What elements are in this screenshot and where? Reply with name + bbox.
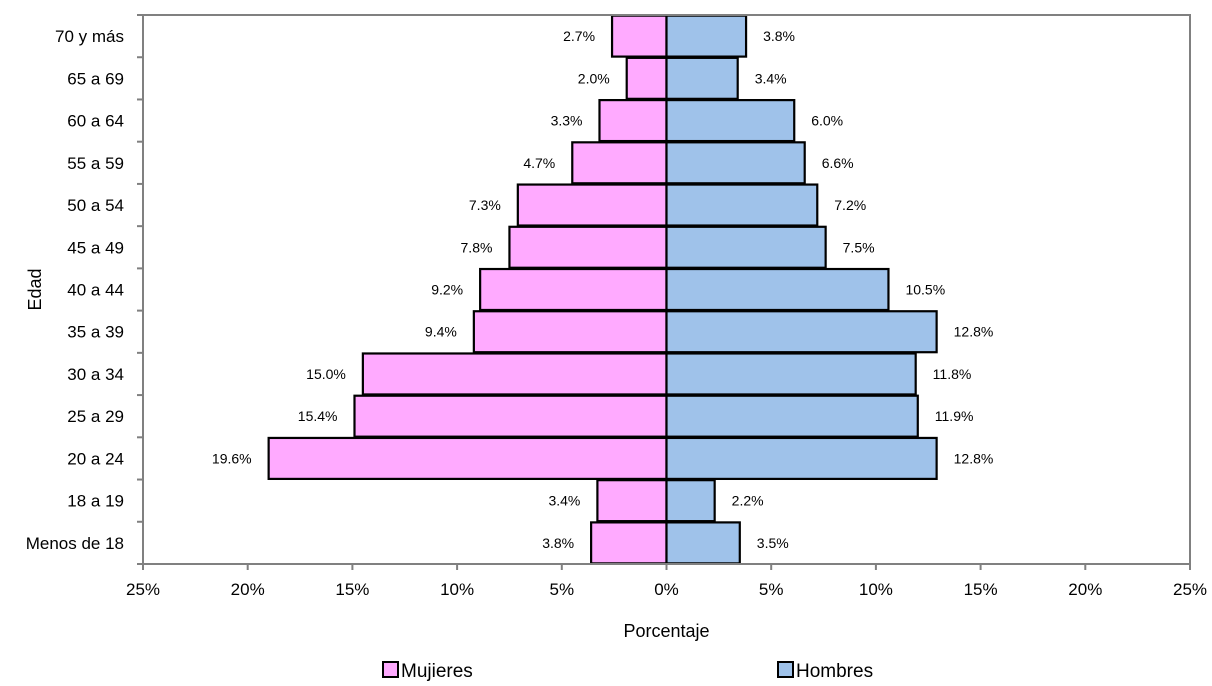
x-tick-label: 25% [1173,580,1207,599]
male-data-label: 3.8% [763,28,795,44]
female-bar [610,14,668,58]
female-data-label: 19.6% [212,450,252,466]
female-data-label: 3.8% [542,535,574,551]
female-data-label: 2.0% [578,70,610,86]
female-data-label: 3.3% [551,113,583,129]
x-tick-label: 15% [335,580,369,599]
female-data-label: 2.7% [563,28,595,44]
female-data-label: 7.8% [461,239,493,255]
male-data-label: 7.2% [834,197,866,213]
x-tick-label: 5% [550,580,575,599]
y-tick-label: 18 a 19 [67,492,124,511]
male-data-label: 3.4% [755,70,787,86]
female-bar [479,267,668,312]
male-data-label: 7.5% [843,239,875,255]
female-data-label: 4.7% [523,155,555,171]
y-tick-label: 60 a 64 [67,112,124,131]
female-bar [353,394,668,438]
legend-label-mujieres: Mujieres [401,661,473,681]
female-data-label: 7.3% [469,197,501,213]
y-tick-label: 30 a 34 [67,365,124,384]
y-tick-label: 20 a 24 [67,449,124,468]
female-data-label: 9.4% [425,324,457,340]
male-data-label: 11.9% [935,408,974,424]
x-tick-label: 10% [440,580,474,599]
male-bar [665,310,938,354]
female-data-label: 15.4% [298,408,338,424]
y-tick-label: 50 a 54 [67,196,124,215]
y-tick-label: 65 a 69 [67,69,124,88]
male-data-label: 12.8% [954,324,994,340]
male-bar [665,394,919,438]
y-tick-label: Menos de 18 [26,534,124,553]
x-tick-label: 5% [759,580,784,599]
x-tick-label: 10% [859,580,893,599]
male-data-label: 2.2% [732,493,764,509]
female-data-label: 15.0% [306,366,346,382]
male-bar [665,479,716,523]
female-bar [472,310,668,354]
male-bar [665,267,890,312]
male-bar [665,352,917,396]
male-data-label: 6.0% [811,113,843,129]
y-tick-label: 35 a 39 [67,323,124,342]
male-data-label: 10.5% [905,282,945,298]
female-bar [596,479,668,523]
female-bar [267,436,668,481]
x-tick-label: 20% [231,580,265,599]
x-tick-label: 15% [964,580,998,599]
x-tick-label: 0% [654,580,679,599]
male-bar [665,141,806,185]
y-tick-label: 45 a 49 [67,238,124,257]
female-data-label: 3.4% [548,493,580,509]
legend: Mujieres Hombres [382,661,873,682]
legend-label-hombres: Hombres [796,661,873,681]
male-data-label: 12.8% [954,450,994,466]
y-tick-label: 25 a 29 [67,407,124,426]
x-axis-ticks: 25% 20% 15% 10% 5% 0% 5% 10% 15% 20% 25% [126,564,1207,599]
legend-swatch-hombres [777,661,794,678]
male-bar [665,14,748,58]
male-bar [665,183,819,227]
male-bar [665,521,741,565]
female-bar [625,56,668,100]
y-axis-ticks: 70 y más 65 a 69 60 a 64 55 a 59 50 a 54 45 a… [26,14,143,565]
female-bar [361,352,668,396]
male-bar [665,225,827,269]
y-axis-title: Edad [25,268,45,310]
data-labels: 2.7% 2.0% 3.3% 4.7% 7.3% 7.8% 9.2% 9.4% 15.0% 15.… [212,28,993,551]
x-tick-label: 20% [1068,580,1102,599]
male-bar [665,436,938,481]
female-bar [571,141,668,185]
female-bar [590,521,668,565]
male-bars [665,14,938,565]
female-bar [598,98,668,143]
male-data-label: 11.8% [933,366,972,382]
legend-swatch-mujieres [382,661,399,678]
y-tick-label: 55 a 59 [67,154,124,173]
female-bar [508,225,668,269]
male-data-label: 3.5% [757,535,789,551]
y-tick-label: 40 a 44 [67,281,124,300]
x-tick-label: 25% [126,580,160,599]
male-bar [665,56,739,100]
male-data-label: 6.6% [822,155,854,171]
y-tick-label: 70 y más [55,27,124,46]
male-bar [665,98,796,143]
female-bar [516,183,668,227]
female-bars [267,14,668,565]
x-axis-title: Porcentaje [623,621,709,641]
female-data-label: 9.2% [431,282,463,298]
